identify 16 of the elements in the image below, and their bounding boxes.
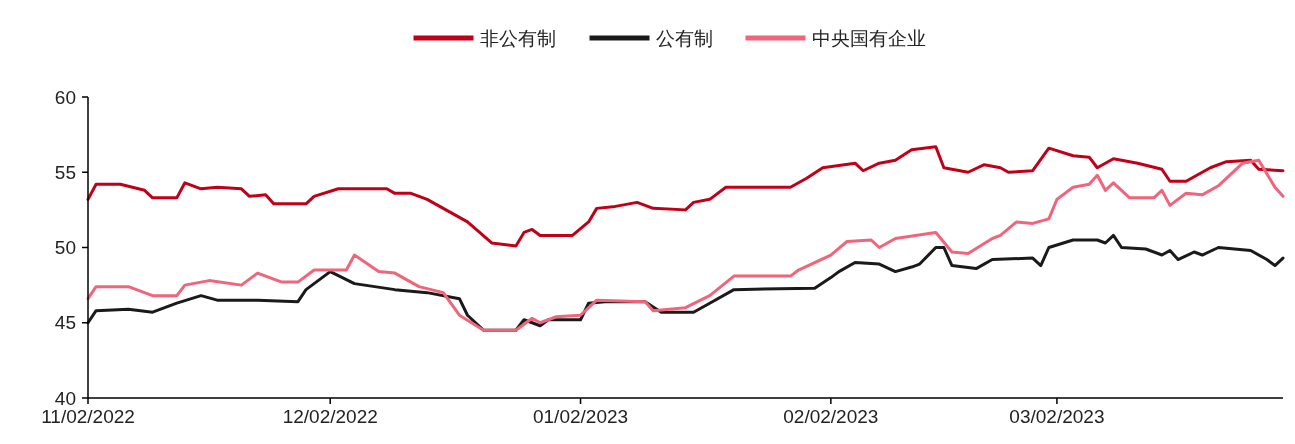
legend-label: 公有制 <box>655 27 713 49</box>
legend-label: 中央国有企业 <box>811 27 926 49</box>
x-tick-label: 03/02/2023 <box>1009 406 1105 427</box>
line-series <box>86 145 1285 248</box>
legend-label: 非公有制 <box>479 27 556 49</box>
y-tick-label: 55 <box>54 161 76 183</box>
x-tick-label: 02/02/2023 <box>783 406 879 427</box>
x-tick-label: 01/02/2023 <box>532 406 629 427</box>
y-tick-label: 50 <box>54 237 76 259</box>
x-tick-label: 12/02/2022 <box>282 406 378 427</box>
y-tick-label: 60 <box>54 86 76 108</box>
y-tick-label: 40 <box>54 387 76 409</box>
y-tick-label: 45 <box>54 312 76 334</box>
line-series <box>86 158 1285 332</box>
line-series <box>86 233 1285 332</box>
x-tick-label: 11/02/2022 <box>41 406 135 427</box>
